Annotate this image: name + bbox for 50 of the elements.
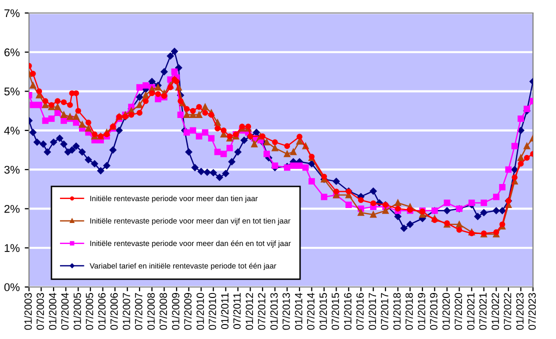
x-tick-label: 01/2006 [98,293,106,330]
x-tick-label: 01/2017 [368,293,376,330]
x-tick-label: 01/2021 [466,293,474,330]
x-tick-label: 01/2019 [418,293,426,330]
x-tick-label: 07/2021 [478,293,487,330]
x-tick-label: 07/2017 [380,293,388,330]
x-tick-label: 01/2005 [73,292,82,330]
x-tick-label: 01/2004 [48,292,56,330]
x-tick-label: 01/2023 [516,293,524,330]
x-tick-label: 07/2016 [356,293,364,330]
x-tick-label: 07/2005 [86,292,94,330]
x-tick-label: 07/2010 [208,292,216,330]
y-tick-label: 0% [4,283,20,292]
x-tick-label: 01/2016 [344,293,352,330]
x-tick-label: 01/2014 [294,292,302,330]
x-tick-label: 07/2020 [454,292,462,330]
y-tick-label: 3% [4,166,20,174]
y-tick-label: 5% [4,88,20,96]
y-tick-label: 4% [4,126,20,135]
x-tick-label: 01/2013 [270,293,278,330]
y-tick-label: 2% [4,204,20,213]
x-tick-label: 07/2018 [405,293,413,330]
x-tick-label: 01/2015 [319,292,327,330]
x-tick-label: 01/2022 [491,293,500,330]
x-tick-label: 01/2009 [172,293,180,330]
x-tick-label: 07/2012 [258,293,266,330]
y-tick-label: 6% [4,48,20,56]
x-tick-label: 01/2012 [245,293,254,330]
x-tick-label: 01/2008 [147,293,155,330]
x-tick-label: 07/2003 [36,293,44,330]
x-tick-label: 07/2022 [504,293,512,330]
x-tick-label: 07/2019 [430,293,438,330]
x-tick-label: 07/2023 [528,293,536,330]
x-tick-label: 01/2007 [122,293,130,330]
x-tick-label: 07/2007 [134,293,142,330]
x-tick-label: 01/2020 [442,292,450,330]
x-tick-label: 07/2004 [60,292,69,330]
x-tick-label: 01/2011 [220,293,229,330]
x-tick-label: 07/2013 [282,293,290,330]
x-tick-label: 07/2006 [110,293,118,330]
x-tick-label: 01/2003 [24,293,32,330]
x-tick-label: 01/2010 [196,292,204,330]
x-tick-label: 07/2011 [233,293,241,330]
y-tick-label: 1% [4,244,20,252]
x-tick-label: 07/2009 [184,293,192,330]
y-tick-label: 7% [4,9,20,18]
x-tick-label: 01/2018 [393,293,401,330]
x-tick-label: 07/2014 [306,292,314,330]
x-tick-label: 07/2015 [331,292,340,330]
x-tick-label: 07/2008 [159,293,167,330]
